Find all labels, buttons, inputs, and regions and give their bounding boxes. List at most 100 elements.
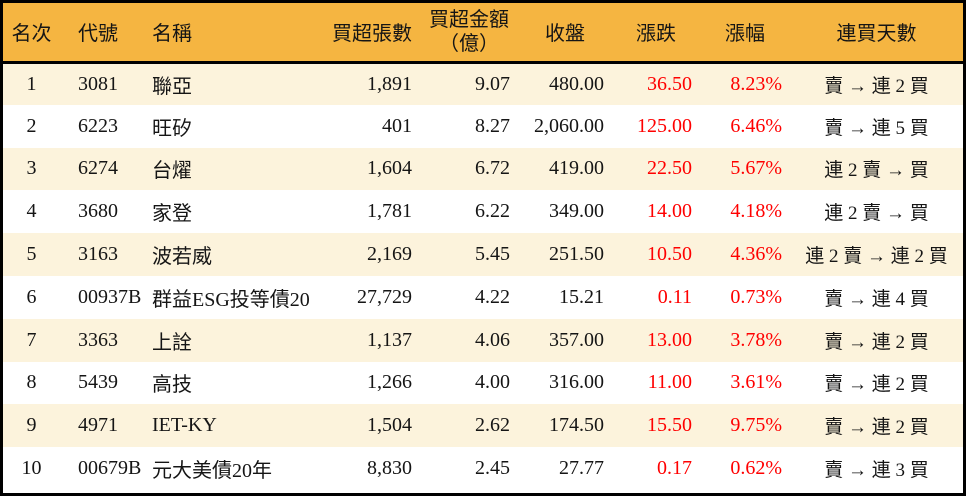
- cell-close: 2,060.00: [534, 114, 604, 137]
- cell-amount: 5.45: [475, 243, 510, 266]
- cell-rank: 10: [21, 457, 42, 480]
- cell-code: 00679B: [78, 457, 142, 480]
- cell-change: 0.11: [657, 285, 692, 308]
- cell-code: 5439: [78, 371, 118, 394]
- table-row: 8 5439 高技 1,266 4.00 316.00 11.00 3.61% …: [3, 361, 963, 405]
- table-row: 4 3680 家登 1,781 6.22 349.00 14.00 4.18% …: [3, 190, 963, 234]
- col-header-rank: 名次: [3, 3, 60, 64]
- cell-streak: 連 2 賣 → 買: [824, 203, 929, 225]
- cell-pct: 0.73%: [730, 285, 782, 308]
- cell-change: 10.50: [647, 243, 692, 266]
- table-row: 7 3363 上詮 1,137 4.06 357.00 13.00 3.78% …: [3, 318, 963, 362]
- cell-close: 419.00: [549, 157, 604, 180]
- cell-close: 174.50: [549, 414, 604, 437]
- cell-amount: 6.22: [475, 200, 510, 223]
- cell-pct: 9.75%: [730, 414, 782, 437]
- col-header-pct: 漲幅: [700, 3, 790, 64]
- cell-code: 4971: [78, 414, 118, 437]
- cell-name: 群益ESG投等債20: [152, 288, 310, 311]
- cell-change: 13.00: [647, 328, 692, 351]
- cell-change: 22.50: [647, 157, 692, 180]
- cell-name: 家登: [152, 203, 192, 226]
- cell-pct: 4.36%: [730, 243, 782, 266]
- cell-streak: 賣 → 連 2 買: [824, 417, 929, 439]
- cell-amount: 9.07: [475, 72, 510, 95]
- cell-amount: 4.06: [475, 328, 510, 351]
- cell-name: 波若威: [152, 246, 212, 269]
- cell-close: 15.21: [559, 285, 604, 308]
- cell-rank: 4: [26, 200, 37, 223]
- cell-change: 14.00: [647, 200, 692, 223]
- cell-volume: 1,604: [367, 157, 412, 180]
- table-row: 1 3081 聯亞 1,891 9.07 480.00 36.50 8.23% …: [3, 62, 963, 105]
- cell-volume: 1,781: [367, 200, 412, 223]
- cell-amount: 2.45: [475, 457, 510, 480]
- cell-change: 15.50: [647, 414, 692, 437]
- cell-streak: 連 2 賣 → 連 2 買: [805, 246, 948, 268]
- cell-volume: 8,830: [367, 457, 412, 480]
- col-header-volume: 買超張數: [310, 3, 420, 64]
- cell-volume: 1,266: [367, 371, 412, 394]
- cell-streak: 賣 → 連 2 買: [824, 374, 929, 396]
- cell-code: 3163: [78, 243, 118, 266]
- col-header-change: 漲跌: [612, 3, 700, 64]
- cell-code: 00937B: [78, 285, 142, 308]
- col-header-amount-line1: 買超金額: [429, 8, 509, 31]
- cell-rank: 6: [26, 285, 37, 308]
- col-header-code: 代號: [60, 3, 148, 64]
- col-header-streak: 連買天數: [790, 3, 963, 64]
- table-row: 5 3163 波若威 2,169 5.45 251.50 10.50 4.36%…: [3, 233, 963, 276]
- cell-streak: 賣 → 連 3 買: [824, 460, 929, 482]
- cell-pct: 0.62%: [730, 457, 782, 480]
- table-row: 3 6274 台燿 1,604 6.72 419.00 22.50 5.67% …: [3, 147, 963, 191]
- cell-name: 旺矽: [152, 117, 192, 140]
- cell-close: 357.00: [549, 328, 604, 351]
- cell-streak: 賣 → 連 2 買: [824, 331, 929, 353]
- cell-volume: 1,504: [367, 414, 412, 437]
- cell-change: 11.00: [647, 371, 692, 394]
- cell-change: 36.50: [647, 72, 692, 95]
- cell-close: 316.00: [549, 371, 604, 394]
- cell-pct: 5.67%: [730, 157, 782, 180]
- cell-rank: 1: [26, 72, 37, 95]
- cell-rank: 9: [26, 414, 37, 437]
- cell-volume: 1,891: [367, 72, 412, 95]
- cell-volume: 401: [382, 114, 412, 137]
- cell-close: 27.77: [559, 457, 604, 480]
- cell-pct: 6.46%: [730, 114, 782, 137]
- cell-pct: 4.18%: [730, 200, 782, 223]
- cell-volume: 2,169: [367, 243, 412, 266]
- cell-change: 125.00: [637, 114, 692, 137]
- cell-streak: 賣 → 連 4 買: [824, 288, 929, 310]
- cell-code: 6274: [78, 157, 118, 180]
- cell-close: 251.50: [549, 243, 604, 266]
- cell-name: 聯亞: [152, 75, 192, 98]
- cell-name: 台燿: [152, 160, 192, 183]
- col-header-close: 收盤: [518, 3, 612, 64]
- cell-volume: 27,729: [357, 285, 412, 308]
- cell-close: 349.00: [549, 200, 604, 223]
- table-row: 9 4971 IET-KY 1,504 2.62 174.50 15.50 9.…: [3, 404, 963, 448]
- table-row: 10 00679B 元大美債20年 8,830 2.45 27.77 0.17 …: [3, 447, 963, 490]
- cell-rank: 8: [26, 371, 37, 394]
- cell-rank: 3: [26, 157, 37, 180]
- cell-name: 高技: [152, 374, 192, 397]
- net-buy-ranking-table: 名次 代號 名稱 買超張數 買超金額 （億） 收盤 漲跌 漲幅 連買天數 1 3…: [3, 3, 963, 490]
- cell-rank: 7: [26, 328, 37, 351]
- cell-code: 6223: [78, 114, 118, 137]
- col-header-amount: 買超金額 （億）: [420, 3, 518, 64]
- cell-code: 3680: [78, 200, 118, 223]
- cell-pct: 3.78%: [730, 328, 782, 351]
- cell-rank: 2: [26, 114, 37, 137]
- cell-streak: 賣 → 連 2 買: [824, 75, 929, 97]
- cell-amount: 6.72: [475, 157, 510, 180]
- cell-streak: 連 2 賣 → 買: [824, 160, 929, 182]
- cell-name: IET-KY: [152, 414, 217, 437]
- cell-amount: 8.27: [475, 114, 510, 137]
- cell-close: 480.00: [549, 72, 604, 95]
- cell-code: 3363: [78, 328, 118, 351]
- cell-volume: 1,137: [367, 328, 412, 351]
- cell-amount: 2.62: [475, 414, 510, 437]
- cell-pct: 8.23%: [730, 72, 782, 95]
